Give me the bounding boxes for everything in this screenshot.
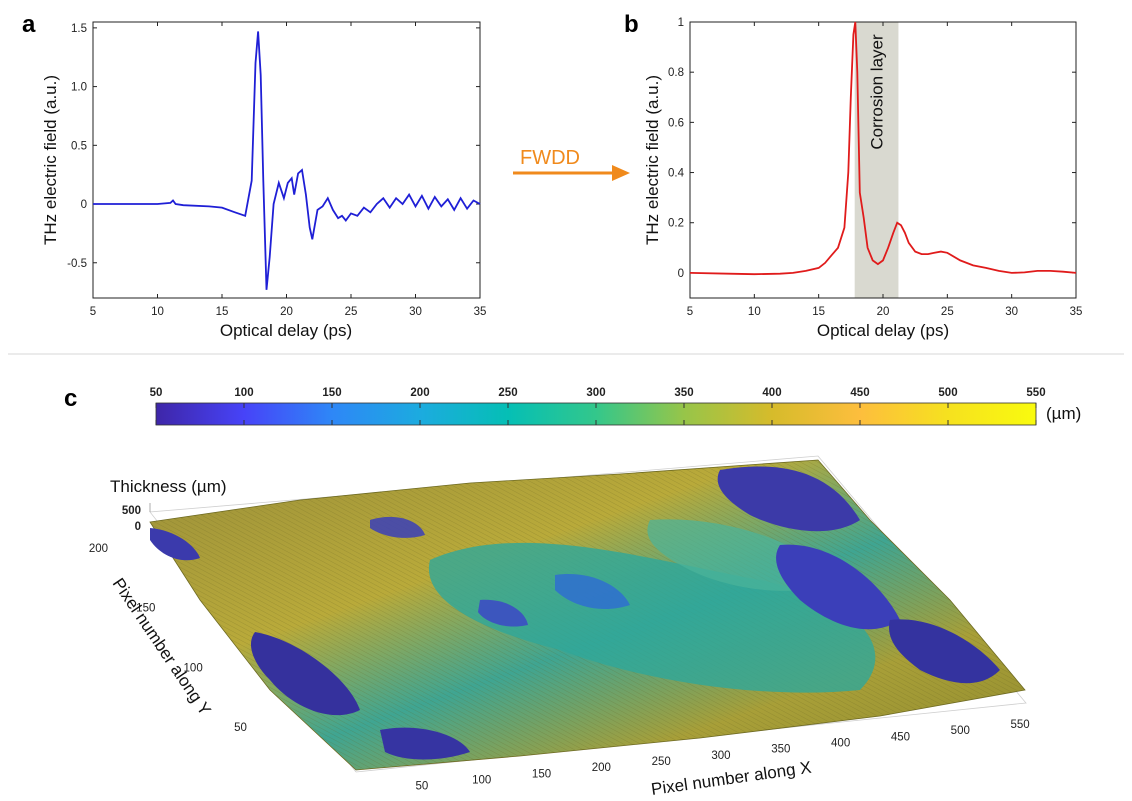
x-tick-label: 150 xyxy=(532,768,551,780)
z-tick-label: 0 xyxy=(135,521,141,533)
chart-b-x-label: Optical delay (ps) xyxy=(817,321,949,340)
y-tick-label: 150 xyxy=(136,603,155,615)
x-tick-label: 350 xyxy=(771,744,790,756)
arrow-label: FWDD xyxy=(520,147,580,169)
chart-a-x-ticks: 5 10 15 20 25 30 35 xyxy=(90,22,487,318)
surface-pit-region xyxy=(150,528,200,561)
x-axis-label: Pixel number along X xyxy=(650,758,813,799)
y-tick-label: 200 xyxy=(89,543,108,555)
x-tick-label: 500 xyxy=(951,725,970,737)
chart-b-y-ticks: 0 0.2 0.4 0.6 0.8 1 xyxy=(668,17,1076,280)
colorbar-tick-label: 350 xyxy=(674,387,693,399)
surface-valley-region xyxy=(428,542,876,693)
x-tick-label: 400 xyxy=(831,738,850,750)
colorbar-tick-label: 500 xyxy=(938,387,957,399)
x-tick-label: 50 xyxy=(415,781,428,793)
y-tick-label: 0.5 xyxy=(71,140,87,152)
y-tick-label: 0.8 xyxy=(668,67,684,79)
x-tick-label: 30 xyxy=(409,306,422,318)
x-tick-label: 10 xyxy=(748,306,761,318)
x-tick-label: 300 xyxy=(711,750,730,762)
chart-a-series-line xyxy=(93,31,481,290)
x-tick-label: 20 xyxy=(280,306,293,318)
chart-b-y-label: THz electric field (a.u.) xyxy=(643,75,662,245)
panel-label-a: a xyxy=(22,11,36,38)
x-tick-label: 5 xyxy=(90,306,96,318)
x-tick-label: 20 xyxy=(877,306,890,318)
y-tick-label: 100 xyxy=(184,662,203,674)
z-axis-label: Thickness (µm) xyxy=(110,477,227,496)
y-tick-label: 0 xyxy=(81,199,87,211)
y-axis-ticks: 50 100 150 200 xyxy=(89,543,247,734)
x-tick-label: 100 xyxy=(472,775,491,787)
colorbar-tick-label: 450 xyxy=(850,387,869,399)
x-tick-label: 25 xyxy=(345,306,358,318)
chart-b: 5 10 15 20 25 30 35 0 0.2 0.4 0.6 0.8 1 Corrosion l… xyxy=(643,17,1082,340)
chart-a-y-ticks: -0.5 0 0.5 1.0 1.5 xyxy=(67,23,480,270)
colorbar-ticks: 50 100 150 200 250 300 350 400 450 500 550 xyxy=(150,387,1046,425)
corrosion-layer-band xyxy=(854,22,899,298)
panel-label-b: b xyxy=(624,11,639,38)
colorbar-tick-label: 300 xyxy=(586,387,605,399)
x-tick-label: 35 xyxy=(1070,306,1083,318)
surface-pit-region xyxy=(380,727,470,760)
y-tick-label: 1.5 xyxy=(71,23,87,35)
colorbar-unit: (µm) xyxy=(1046,404,1081,423)
surface-pit-region xyxy=(889,619,1000,684)
surface-pit-region xyxy=(250,632,360,716)
y-tick-label: 1.0 xyxy=(71,82,87,94)
y-tick-label: 0.6 xyxy=(668,117,684,129)
x-tick-label: 450 xyxy=(891,731,910,743)
x-tick-label: 5 xyxy=(687,306,693,318)
x-axis-ticks: 50 100 150 200 250 300 350 400 450 500 550 xyxy=(415,719,1029,793)
chart-a-y-label: THz electric field (a.u.) xyxy=(41,75,60,245)
y-tick-label: 0.4 xyxy=(668,168,685,180)
x-tick-label: 250 xyxy=(652,756,671,768)
surface-pit-region xyxy=(478,599,528,627)
y-tick-label: -0.5 xyxy=(67,258,87,270)
y-tick-label: 0 xyxy=(678,268,684,280)
colorbar-tick-label: 400 xyxy=(762,387,781,399)
surface-pit-region xyxy=(555,574,630,610)
chart-a-frame xyxy=(92,21,481,299)
x-tick-label: 35 xyxy=(474,306,487,318)
chart-b-x-ticks: 5 10 15 20 25 30 35 xyxy=(687,22,1083,318)
colorbar: 50 100 150 200 250 300 350 400 450 500 550 (µm) xyxy=(150,387,1081,426)
colorbar-tick-label: 100 xyxy=(234,387,253,399)
chart-a: 5 10 15 20 25 30 35 -0.5 0 0.5 1.0 1.5 Optical del… xyxy=(41,21,487,340)
colorbar-tick-label: 250 xyxy=(498,387,517,399)
fwdd-arrow: FWDD xyxy=(513,147,630,181)
y-tick-label: 50 xyxy=(234,722,247,734)
x-tick-label: 200 xyxy=(592,762,611,774)
x-tick-label: 15 xyxy=(812,306,825,318)
surface-pit-region xyxy=(776,544,900,630)
y-tick-label: 0.2 xyxy=(668,218,684,230)
z-tick-label: 500 xyxy=(122,505,141,517)
x-tick-label: 10 xyxy=(151,306,164,318)
chart-b-series-line xyxy=(689,21,1077,276)
surface-pit-region xyxy=(717,466,860,532)
colorbar-tick-label: 200 xyxy=(410,387,429,399)
colorbar-tick-label: 550 xyxy=(1026,387,1045,399)
x-tick-label: 30 xyxy=(1005,306,1018,318)
x-tick-label: 15 xyxy=(216,306,229,318)
corrosion-layer-label: Corrosion layer xyxy=(868,34,887,150)
colorbar-tick-label: 50 xyxy=(150,387,163,399)
panel-label-c: c xyxy=(64,385,77,412)
chart-a-x-label: Optical delay (ps) xyxy=(220,321,352,340)
x-tick-label: 550 xyxy=(1010,719,1029,731)
colorbar-tick-label: 150 xyxy=(322,387,341,399)
y-tick-label: 1 xyxy=(678,17,684,29)
arrow-head-icon xyxy=(612,165,630,181)
x-tick-label: 25 xyxy=(941,306,954,318)
surface-pit-region xyxy=(370,516,425,538)
